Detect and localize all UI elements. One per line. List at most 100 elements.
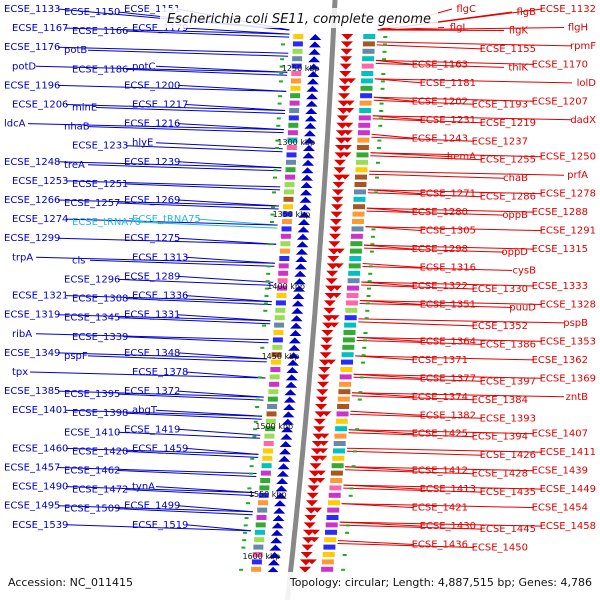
connector-line (57, 467, 257, 474)
gene-label-ecse-1181: ECSE_1181 (420, 78, 476, 89)
track-marker (262, 324, 267, 327)
gene-label-ecse-1288: ECSE_1288 (532, 207, 588, 218)
connector-line (35, 65, 288, 73)
gene-label-ecse-1372: ECSE_1372 (124, 386, 180, 397)
gene-label-ecse-1321: ECSE_1321 (12, 291, 68, 302)
gene-label-ecse-1186: ECSE_1186 (72, 64, 128, 75)
connector-line (117, 278, 274, 286)
track-marker (348, 494, 353, 497)
scale-label-1400-kbp: 1400 kbp (267, 282, 305, 291)
connector-line (362, 263, 423, 268)
feature-block (252, 552, 263, 557)
gene-arrow-right-strand (334, 159, 347, 166)
feature-block (277, 278, 288, 284)
feature-block (345, 300, 358, 306)
gene-label-ecse-1407: ECSE_1407 (532, 429, 588, 440)
gene-arrow-left-strand (277, 463, 290, 470)
gene-label-ecse-1371: ECSE_1371 (412, 355, 468, 366)
gene-label-riba: ribA (12, 329, 32, 340)
gene-arrow-right-strand (341, 145, 352, 150)
gene-arrow-right-strand (341, 34, 354, 40)
connector-line (137, 221, 278, 229)
connector-line (177, 505, 253, 513)
gene-label-ecse-1251: ECSE_1251 (72, 179, 128, 190)
feature-block (325, 522, 338, 528)
gene-arrow-left-strand (291, 300, 304, 307)
track-marker (275, 139, 280, 142)
connector-line (343, 484, 543, 490)
feature-block (355, 174, 367, 180)
gene-arrow-right-strand (329, 322, 340, 328)
gene-label-trea: treA (64, 160, 85, 171)
feature-block (277, 285, 287, 291)
track-marker (243, 531, 247, 534)
gene-label-ecse-1233: ECSE_1233 (72, 141, 128, 152)
feature-block (291, 63, 302, 69)
connector-line (375, 62, 505, 68)
connector-line (177, 199, 279, 207)
gene-label-trpa: trpA (12, 252, 33, 263)
connector-line (185, 256, 275, 264)
feature-block (337, 404, 350, 409)
feature-block (278, 263, 289, 269)
feature-block (359, 108, 372, 113)
connector-line (359, 300, 423, 305)
track-marker (361, 361, 365, 364)
connector-line (350, 410, 423, 416)
gene-label-ldca: ldcA (4, 119, 26, 130)
track-marker (368, 272, 373, 275)
gene-arrow-left-strand (305, 108, 318, 114)
gene-arrow-right-strand (315, 470, 326, 476)
feature-block (264, 433, 275, 439)
gene-label-ecse-1286: ECSE_1286 (480, 192, 536, 203)
feature-block (359, 100, 372, 106)
gene-label-ecse-trna76: ECSE_tRNA76 (72, 217, 141, 228)
gene-arrow-right-strand (306, 559, 317, 565)
feature-block (351, 226, 364, 232)
track-marker (345, 524, 350, 527)
gene-arrow-left-strand (269, 544, 282, 551)
gene-label-ecse-1352: ECSE_1352 (472, 321, 528, 332)
track-marker (383, 36, 388, 38)
connector-line (57, 237, 277, 245)
feature-block (280, 233, 291, 239)
feature-block (357, 130, 370, 136)
gene-arrow-left-strand (281, 418, 294, 425)
connector-line (177, 390, 264, 398)
gene-arrow-left-strand (279, 441, 292, 447)
connector-line (65, 524, 251, 532)
feature-block (357, 137, 370, 143)
label-connector-lines (27, 8, 573, 548)
connector-line (361, 281, 415, 287)
gene-arrow-right-strand (340, 174, 351, 180)
gene-arrow-left-strand (308, 48, 321, 55)
track-marker (376, 147, 381, 149)
track-marker (270, 221, 274, 223)
connector-line (356, 339, 483, 345)
gene-arrow-right-strand (340, 41, 353, 48)
track-marker (271, 206, 275, 209)
gene-label-ecse-1155: ECSE_1155 (480, 44, 536, 55)
connector-line (370, 152, 453, 158)
track-marker (265, 287, 269, 290)
gene-label-ecse-1345: ECSE_1345 (64, 313, 120, 324)
gene-label-ecse-1305: ECSE_1305 (420, 226, 476, 237)
gene-label-ecse-1328: ECSE_1328 (540, 300, 596, 311)
gene-arrow-right-strand (333, 167, 346, 174)
connector-line (371, 136, 475, 142)
track-marker (242, 539, 247, 542)
gene-label-ecse-1315: ECSE_1315 (532, 244, 588, 255)
gene-arrow-right-strand (305, 500, 318, 507)
feature-block (345, 307, 358, 313)
feature-block (292, 48, 303, 54)
connector-line (125, 30, 290, 38)
gene-arrow-left-strand (307, 71, 320, 77)
connector-line (185, 295, 272, 303)
connector-line (65, 218, 278, 226)
connector-line (367, 189, 543, 195)
gene-arrow-left-strand (287, 352, 300, 359)
feature-block (350, 233, 363, 239)
gene-arrow-right-strand (318, 448, 329, 454)
gene-arrow-left-strand (292, 293, 305, 299)
gene-arrow-right-strand (343, 122, 354, 128)
